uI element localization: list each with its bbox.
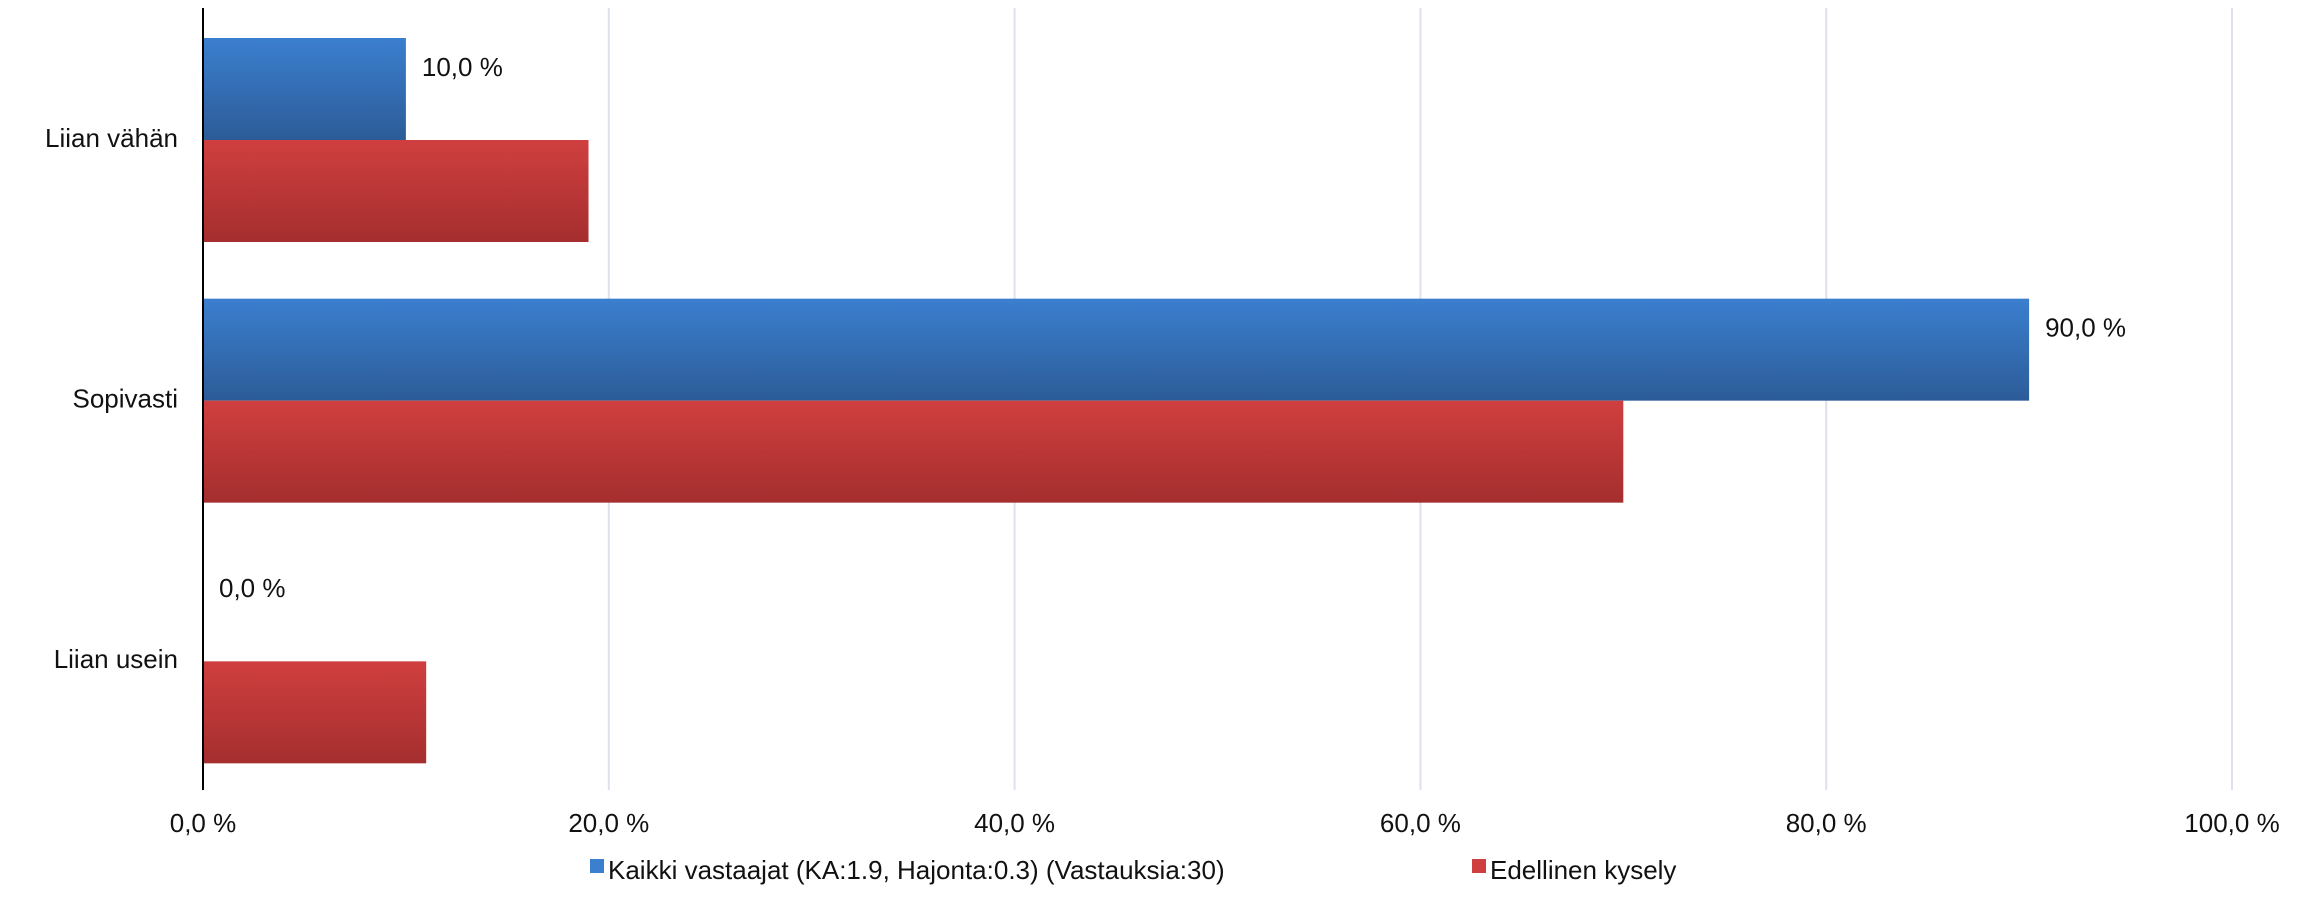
legend: Kaikki vastaajat (KA:1.9, Hajonta:0.3) (…: [590, 855, 1676, 885]
x-tick-label-3: 60,0 %: [1380, 808, 1461, 838]
x-tick-label-1: 20,0 %: [568, 808, 649, 838]
legend-label-0: Kaikki vastaajat (KA:1.9, Hajonta:0.3) (…: [608, 855, 1225, 885]
x-tick-label-4: 80,0 %: [1786, 808, 1867, 838]
category-label-1: Sopivasti: [73, 384, 179, 414]
bar-edellinen-0: [203, 140, 589, 242]
category-label-0: Liian vähän: [45, 123, 178, 153]
category-label-2: Liian usein: [54, 644, 178, 674]
bar-edellinen-2: [203, 661, 427, 764]
x-tick-label-0: 0,0 %: [170, 808, 237, 838]
data-label-2: 0,0 %: [219, 573, 286, 603]
bar-kaikki-0: [203, 38, 406, 140]
x-tick-label-2: 40,0 %: [974, 808, 1055, 838]
bar-edellinen-1: [203, 400, 1624, 503]
legend-label-1: Edellinen kysely: [1490, 855, 1676, 885]
legend-swatch-0: [590, 859, 604, 873]
data-label-1: 90,0 %: [2045, 313, 2126, 343]
labels: 10,0 % Liian vähän 90,0 % Sopivasti 0,0 % Lii…: [45, 52, 2126, 674]
axes: 0,0 % 20,0 % 40,0 % 60,0 % 80,0 % 100,0 %: [170, 8, 2280, 838]
data-label-0: 10,0 %: [422, 52, 503, 82]
bar-kaikki-1: [203, 298, 2030, 401]
x-tick-label-5: 100,0 %: [2184, 808, 2279, 838]
bars: [203, 38, 2030, 764]
legend-swatch-1: [1472, 859, 1486, 873]
